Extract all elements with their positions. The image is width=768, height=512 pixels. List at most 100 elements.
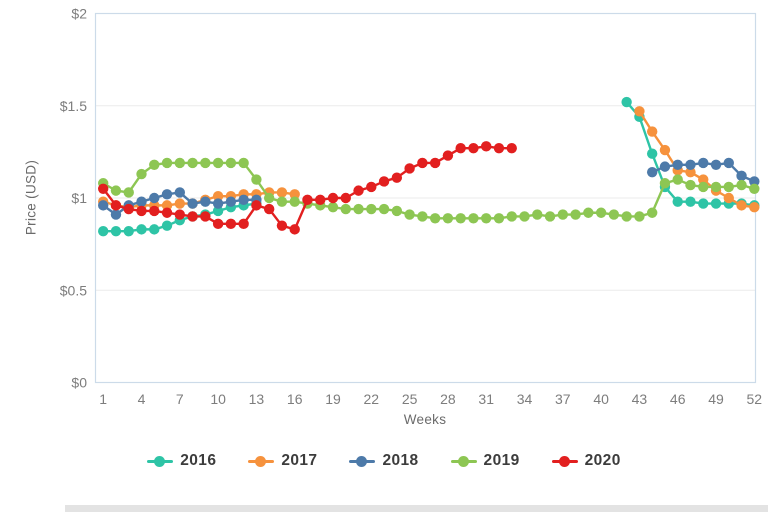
series-2019-point [340,203,351,215]
series-2017-point [276,187,288,198]
series-2019-point [672,174,683,185]
series-2020-point [493,142,505,154]
y-tick-label: $0.5 [60,282,87,298]
series-2019-point [557,209,569,220]
series-2018-point [723,157,734,169]
x-tick-label: 7 [176,391,184,407]
series-2018-point [187,198,198,209]
series-2016-point [646,148,658,159]
x-tick-label: 43 [632,391,648,407]
series-2019-point [187,157,198,169]
series-2020-point [429,157,441,169]
series-2020-point [251,200,262,211]
series-2019-point [468,213,479,224]
x-tick-label: 13 [249,391,265,407]
y-tick-label: $1.5 [60,98,87,114]
series-2020-point [417,157,428,169]
series-2019-point [455,213,466,224]
series-2019-point [544,211,556,222]
series-2018-point [659,161,671,172]
series-2020-point [110,200,122,211]
series-2018-point [161,189,173,200]
x-tick-label: 49 [708,391,724,407]
series-2020-point [289,224,300,235]
series-2020-point [302,194,313,206]
series-2018-point [710,159,722,170]
series-2017-point [698,174,709,185]
x-tick-label: 37 [555,391,571,407]
series-2019-point [327,202,339,213]
series-2019-point [710,181,722,193]
series-2020-point [378,176,390,187]
series-2019-point [749,183,760,194]
series-2019-point [289,196,300,207]
x-tick-label: 25 [402,391,418,407]
series-2019-point [621,211,632,222]
series-2019-point [583,207,594,218]
series-2020-point [366,181,377,193]
legend-marker-icon [551,455,578,467]
legend-item-2019[interactable]: 2019 [450,452,520,470]
series-2020-point [391,172,403,183]
series-2016-point [123,226,134,237]
series-2018-point [646,166,658,178]
series-2017-point [736,200,747,211]
series-2018-point [685,159,696,170]
series-2020-point [149,205,160,217]
series-2020-point [468,142,479,154]
y-tick-label: $2 [71,6,87,22]
series-2020-point [238,218,249,230]
series-2019-point [225,157,237,169]
series-2016-point [136,224,147,235]
plot-area-border [94,12,757,384]
series-2019-point [238,157,249,169]
series-2019-point [659,178,671,189]
x-tick-label: 10 [210,391,226,407]
series-2019-point [136,168,147,180]
x-tick-label: 4 [138,391,146,407]
x-tick-label: 46 [670,391,686,407]
series-2020-point [161,207,173,218]
series-2018-point [200,196,211,207]
series-2020-point [212,218,224,230]
series-2019-point [519,211,530,222]
legend-label: 2020 [584,452,621,469]
series-2016-point [710,198,722,209]
series-2019-point [110,185,122,196]
series-2018-point [212,198,224,209]
series-2016-point [161,220,173,231]
series-2019-point [123,187,134,198]
series-2017-point [685,166,696,178]
series-2019-point [506,211,517,222]
series-2020-point [98,183,109,194]
series-2019-point [417,211,428,222]
legend-item-2020[interactable]: 2020 [551,452,621,470]
series-2020-point [481,141,492,152]
series-2020-point [187,211,198,222]
legend-marker-icon [248,455,275,467]
series-2019-point [698,181,709,193]
x-tick-label: 22 [364,391,380,407]
price-chart-svg: $0 $0.5 $1 $1.5 $2 1 4 7 10 13 16 19 22 25 28 31 34 37 40 4… [60,6,763,408]
series-2019-point [404,209,415,220]
series-2020-point [404,163,415,174]
series-2020-point [123,203,134,215]
series-2019-point [149,159,160,170]
legend-item-2017[interactable]: 2017 [248,452,317,470]
series-2019-point [570,209,581,220]
series-2017-line [638,110,755,209]
series-2019-point [200,157,211,169]
legend-item-2016[interactable]: 2016 [147,452,216,470]
y-tick-label: $1 [71,190,87,206]
series-2018-point [225,196,237,207]
series-2020-point [353,185,364,196]
x-tick-label: 1 [99,391,107,407]
series-2019-point [174,157,186,169]
series-2020-point [506,142,517,154]
series-2018-point [238,194,249,206]
series-2020-point [327,192,339,204]
x-tick-label: 19 [325,391,341,407]
series-2020-point [263,203,275,215]
y-tick-label: $0 [71,375,87,391]
legend-item-2018[interactable]: 2018 [349,452,418,470]
